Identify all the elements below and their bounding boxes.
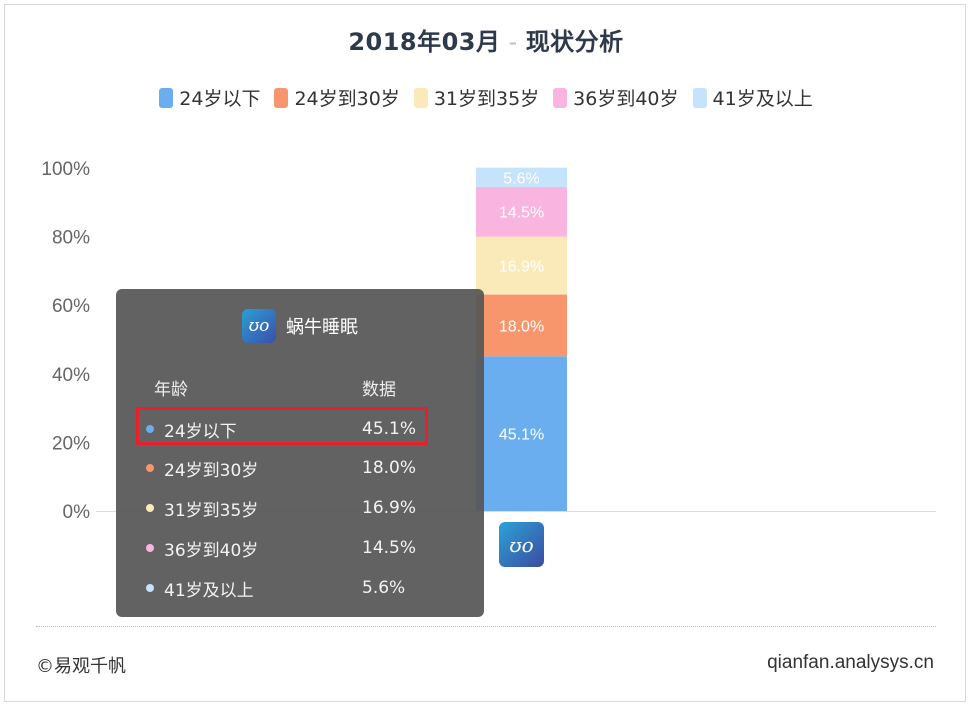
legend-item[interactable]: 41岁及以上 — [692, 84, 813, 111]
legend-swatch — [274, 87, 289, 108]
tooltip-row: 24岁以下 45.1% — [146, 413, 466, 445]
bar-segment[interactable] — [476, 294, 567, 357]
bar-segment-label: 45.1% — [499, 427, 544, 444]
copyright: ©易观千帆 — [36, 656, 126, 677]
title-text: 现状分析 — [525, 28, 624, 56]
legend-label: 24岁以下 — [179, 88, 261, 110]
bar-segment[interactable] — [476, 236, 567, 295]
bar-segment[interactable] — [476, 356, 567, 511]
tooltip-header: ʊo 蜗牛睡眠 — [116, 309, 484, 343]
tooltip-row-value: 16.9% — [362, 498, 417, 518]
tooltip-row-label: 24岁以下 — [164, 421, 237, 442]
tooltip-row-value: 18.0% — [362, 458, 417, 478]
tooltip-col-data: 数据 — [362, 380, 396, 400]
tooltip-row: 24岁到30岁 18.0% — [146, 452, 466, 484]
tooltip-row-label: 31岁到35岁 — [164, 500, 259, 521]
snail-sleep-logo-icon: ʊo — [242, 309, 276, 343]
y-tick-label: 100% — [41, 159, 90, 180]
y-tick-label: 80% — [52, 228, 90, 249]
tooltip-row-value: 5.6% — [362, 578, 406, 598]
tooltip-row: 36岁到40岁 14.5% — [146, 532, 466, 564]
legend-label: 36岁到40岁 — [573, 88, 679, 110]
legend-swatch — [413, 87, 428, 108]
y-tick-label: 60% — [52, 296, 90, 317]
legend: 24岁以下 24岁到30岁 31岁到35岁 36岁到40岁 41岁及以上 — [0, 84, 972, 111]
y-tick-label: 40% — [52, 365, 90, 386]
title-separator: - — [508, 28, 518, 56]
tooltip-dot-icon — [146, 425, 154, 433]
tooltip-dot-icon — [146, 544, 154, 552]
tooltip: ʊo 蜗牛睡眠 年龄 数据 24岁以下 45.1% 24岁到30岁 18.0% 31… — [116, 289, 484, 617]
snail-sleep-app-icon[interactable]: ʊo — [499, 522, 544, 567]
legend-item[interactable]: 24岁到30岁 — [274, 84, 400, 111]
tooltip-row-value: 14.5% — [362, 538, 417, 558]
y-tick-label: 0% — [63, 502, 91, 523]
bar-segment-label: 14.5% — [499, 205, 544, 222]
footer-divider — [36, 626, 936, 627]
tooltip-row-label: 24岁到30岁 — [164, 460, 259, 481]
legend-label: 41岁及以上 — [712, 88, 813, 110]
tooltip-dot-icon — [146, 584, 154, 592]
tooltip-row-value: 45.1% — [362, 419, 417, 439]
legend-item[interactable]: 31岁到35岁 — [413, 84, 540, 111]
bar-segment[interactable] — [476, 167, 567, 187]
tooltip-row-label: 36岁到40岁 — [164, 540, 259, 561]
bar-segment-label: 16.9% — [499, 259, 544, 276]
chart-title: 2018年03月 - 现状分析 — [0, 22, 972, 57]
highlight-box — [136, 407, 428, 445]
legend-label: 24岁到30岁 — [294, 88, 400, 110]
tooltip-column-headers: 年龄 数据 — [154, 375, 464, 400]
title-date: 2018年03月 — [348, 28, 501, 56]
tooltip-col-age: 年龄 — [154, 380, 188, 400]
legend-item[interactable]: 24岁以下 — [159, 84, 260, 111]
tooltip-app-name: 蜗牛睡眠 — [286, 317, 358, 338]
legend-swatch — [159, 87, 174, 108]
tooltip-row: 31岁到35岁 16.9% — [146, 492, 466, 524]
bar-segment[interactable] — [476, 186, 567, 237]
tooltip-dot-icon — [146, 464, 154, 472]
y-tick-label: 20% — [52, 433, 90, 454]
bar-segment-label: 18.0% — [499, 318, 544, 335]
legend-label: 31岁到35岁 — [433, 88, 540, 110]
tooltip-dot-icon — [146, 504, 154, 512]
legend-item[interactable]: 36岁到40岁 — [553, 84, 679, 111]
legend-swatch — [692, 87, 707, 108]
bar-segment-label: 5.6% — [503, 170, 539, 187]
legend-swatch — [553, 87, 568, 108]
tooltip-row: 41岁及以上 5.6% — [146, 572, 466, 604]
tooltip-row-label: 41岁及以上 — [164, 580, 254, 601]
source-url[interactable]: qianfan.analysys.cn — [767, 652, 934, 673]
